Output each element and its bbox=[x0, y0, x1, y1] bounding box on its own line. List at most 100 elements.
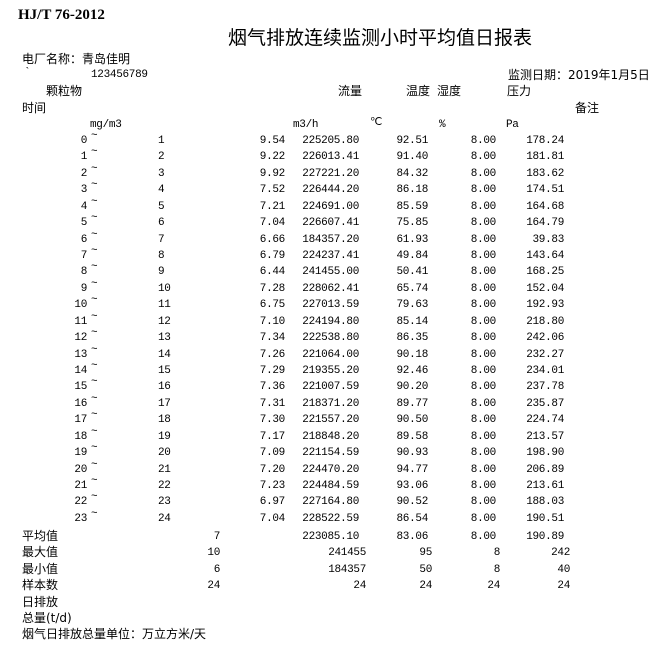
humidity-value: 8.00 bbox=[470, 167, 497, 180]
hour-start: 1 bbox=[80, 151, 88, 164]
flow-value: 225205.80 bbox=[302, 135, 359, 147]
humidity-stat: 8 bbox=[493, 547, 501, 560]
hour-start: 7 bbox=[80, 250, 88, 262]
flow-value: 224484.59 bbox=[302, 480, 359, 493]
pressure-value: 235.87 bbox=[526, 397, 564, 410]
temp-value: 92.46 bbox=[396, 365, 428, 378]
humidity-value: 8.00 bbox=[470, 200, 497, 213]
hour-start: 12 bbox=[74, 332, 87, 345]
hour-start: 9 bbox=[80, 282, 88, 295]
pressure-value: 224.74 bbox=[526, 414, 564, 427]
report-title: 烟气排放连续监测小时平均值日报表 bbox=[228, 27, 533, 49]
daily-emission-label: 日排放 bbox=[22, 595, 59, 609]
tilde-mark: ~ bbox=[91, 179, 98, 192]
pressure-value: 213.57 bbox=[526, 430, 564, 443]
flow-value: 226607.41 bbox=[302, 217, 359, 230]
tilde-mark: ~ bbox=[91, 507, 98, 520]
hour-end: 22 bbox=[158, 480, 171, 493]
flow-value: 221064.00 bbox=[302, 348, 359, 361]
pressure-value: 178.24 bbox=[526, 135, 564, 147]
pressure-value: 143.64 bbox=[526, 250, 564, 262]
pressure-value: 164.79 bbox=[526, 217, 564, 230]
tilde-mark: ~ bbox=[91, 327, 98, 340]
hour-end: 21 bbox=[158, 463, 171, 476]
hour-start: 0 bbox=[80, 135, 88, 147]
hour-end: 20 bbox=[158, 447, 171, 460]
pm-value: 7.34 bbox=[259, 332, 286, 345]
pressure-value: 237.78 bbox=[526, 381, 564, 394]
flow-value: 184357.20 bbox=[302, 233, 359, 246]
tilde-mark: ~ bbox=[91, 261, 98, 274]
humidity-value: 8.00 bbox=[470, 266, 497, 279]
pm-value: 6.75 bbox=[259, 299, 286, 312]
pressure-value: 39.83 bbox=[532, 233, 564, 246]
pm-stat: 24 bbox=[207, 580, 220, 593]
humidity-value: 8.00 bbox=[470, 299, 497, 312]
pm-value: 7.29 bbox=[259, 365, 286, 378]
pm-value: 7.52 bbox=[259, 184, 286, 197]
flow-value: 228522.59 bbox=[302, 512, 359, 525]
pressure-value: 192.93 bbox=[526, 299, 564, 312]
hour-start: 14 bbox=[74, 365, 87, 378]
temp-stat: 83.06 bbox=[396, 531, 428, 543]
humidity-value: 8.00 bbox=[470, 135, 497, 147]
total-label: 总量(t/d) bbox=[22, 611, 72, 625]
humidity-stat: 8.00 bbox=[470, 531, 497, 543]
pressure-stat: 24 bbox=[557, 580, 570, 593]
unit-humidity: % bbox=[439, 119, 446, 131]
hour-end: 10 bbox=[158, 282, 171, 295]
humidity-stat: 8 bbox=[493, 563, 501, 576]
flow-value: 218848.20 bbox=[302, 430, 359, 443]
temp-value: 89.58 bbox=[396, 430, 428, 443]
pm-stat: 7 bbox=[213, 531, 221, 543]
pm-value: 7.04 bbox=[259, 217, 286, 230]
flow-value: 226444.20 bbox=[302, 184, 359, 197]
pm-value: 6.44 bbox=[259, 266, 286, 279]
unit-flow: m3/h bbox=[293, 119, 319, 131]
hour-start: 15 bbox=[74, 381, 87, 394]
humidity-value: 8.00 bbox=[470, 397, 497, 410]
temp-value: 90.18 bbox=[396, 348, 428, 361]
hour-start: 22 bbox=[74, 496, 87, 509]
temp-value: 90.93 bbox=[396, 447, 428, 460]
temp-value: 90.20 bbox=[396, 381, 428, 394]
flow-value: 227221.20 bbox=[302, 167, 359, 180]
hour-end: 23 bbox=[158, 496, 171, 509]
flow-stat: 184357 bbox=[328, 563, 366, 576]
flow-value: 228062.41 bbox=[302, 282, 359, 295]
humidity-value: 8.00 bbox=[470, 381, 497, 394]
pressure-value: 234.01 bbox=[526, 365, 564, 378]
tilde-mark: ~ bbox=[91, 442, 98, 455]
humidity-value: 8.00 bbox=[470, 365, 497, 378]
temp-stat: 95 bbox=[419, 547, 432, 560]
pm-value: 6.79 bbox=[259, 250, 286, 262]
hour-end: 8 bbox=[158, 250, 165, 262]
header-flow: 流量 bbox=[338, 84, 363, 98]
stat-label: 平均值 bbox=[22, 529, 59, 543]
flow-value: 219355.20 bbox=[302, 365, 359, 378]
pressure-value: 206.89 bbox=[526, 463, 564, 476]
tilde-mark: ~ bbox=[91, 409, 98, 422]
pm-value: 7.21 bbox=[259, 200, 286, 213]
pm-value: 7.36 bbox=[259, 381, 286, 394]
flow-value: 224470.20 bbox=[302, 463, 359, 476]
temp-value: 86.18 bbox=[396, 184, 428, 197]
pressure-value: 168.25 bbox=[526, 266, 564, 279]
pm-value: 7.20 bbox=[259, 463, 286, 476]
flow-stat: 223085.10 bbox=[302, 531, 359, 543]
flow-value: 221557.20 bbox=[302, 414, 359, 427]
pm-value: 7.28 bbox=[259, 282, 286, 295]
unit-note: 烟气日排放总量单位：万立方米/天 bbox=[22, 627, 207, 641]
humidity-value: 8.00 bbox=[470, 151, 497, 164]
hour-start: 19 bbox=[74, 447, 87, 460]
pm-stat: 6 bbox=[213, 563, 221, 576]
hour-start: 10 bbox=[74, 299, 87, 312]
tilde-mark: ~ bbox=[91, 458, 98, 471]
temp-value: 75.85 bbox=[396, 217, 428, 230]
header-humidity: 湿度 bbox=[437, 84, 462, 98]
humidity-value: 8.00 bbox=[470, 217, 497, 230]
pm-value: 7.31 bbox=[259, 397, 286, 410]
temp-value: 91.40 bbox=[396, 151, 428, 164]
stat-label: 最小值 bbox=[22, 561, 59, 576]
tilde-mark: ~ bbox=[91, 195, 98, 208]
